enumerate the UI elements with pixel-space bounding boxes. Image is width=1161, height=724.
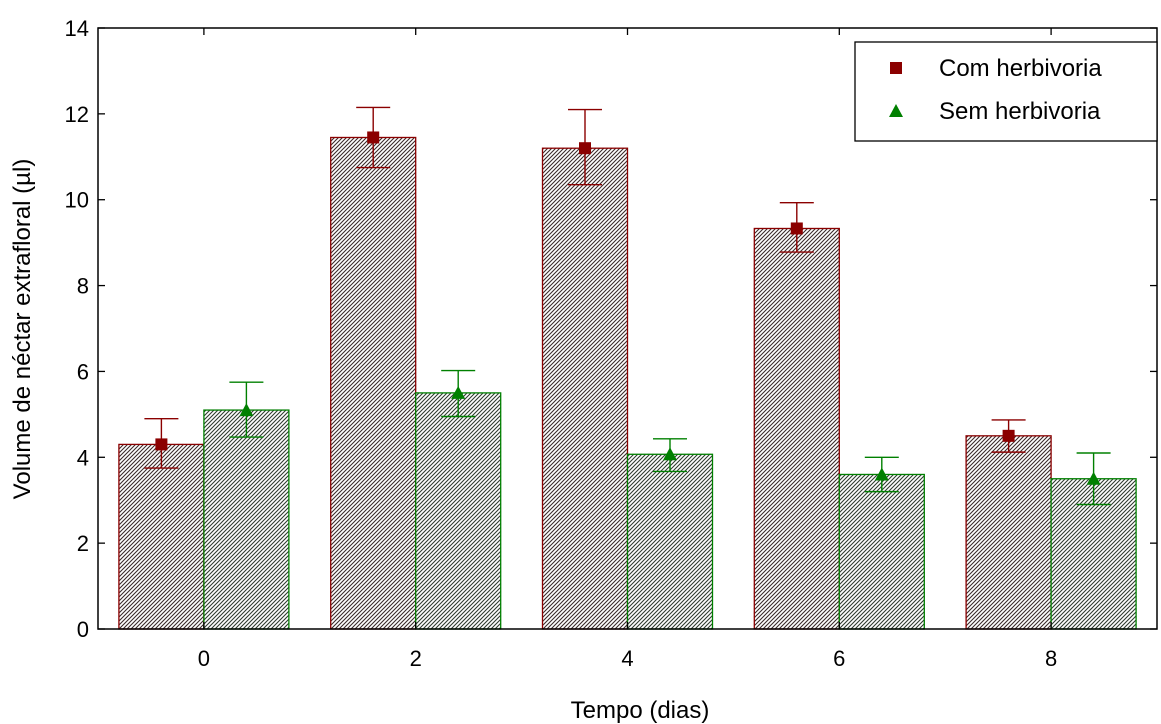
- x-tick-label-8: 8: [1045, 646, 1057, 671]
- y-tick-label-12: 12: [65, 102, 89, 127]
- x-axis-title: Tempo (dias): [571, 697, 710, 724]
- y-tick-label-10: 10: [65, 188, 89, 213]
- legend-marker-1: [889, 104, 903, 117]
- bar-0-0: [118, 443, 205, 630]
- y-axis-title: Volume de néctar extrafloral (µl): [9, 159, 36, 500]
- x-tick-label-2: 2: [410, 646, 422, 671]
- legend-label-0: Com herbivoria: [939, 55, 1102, 82]
- bar-1-2: [415, 392, 502, 630]
- x-tick-label-6: 6: [833, 646, 845, 671]
- point-0-0: [155, 438, 168, 451]
- y-tick-label-14: 14: [65, 16, 89, 41]
- x-tick-label-4: 4: [621, 646, 633, 671]
- y-tick-label-6: 6: [77, 359, 89, 384]
- x-tick-label-0: 0: [198, 646, 210, 671]
- bar-0-4: [541, 147, 629, 630]
- bar-0-8: [965, 435, 1052, 630]
- axes-layer: 0 2 4 6 8 10 12 14 0 2 4 6 8: [65, 16, 1158, 671]
- y-tick-label-2: 2: [77, 531, 89, 556]
- bars-layer: [118, 136, 1137, 630]
- bar-1-0: [203, 409, 290, 630]
- bar-1-6: [838, 473, 925, 630]
- point-1-8: [1086, 471, 1101, 485]
- y-tick-label-8: 8: [77, 274, 89, 299]
- point-1-0: [239, 403, 254, 417]
- legend-marker-0: [890, 62, 902, 74]
- bar-1-4: [626, 453, 714, 630]
- markers-layer: [155, 131, 1101, 485]
- bar-0-6: [753, 227, 840, 630]
- legend-label-1: Sem herbivoria: [939, 98, 1101, 125]
- point-1-2: [451, 385, 466, 399]
- point-1-6: [874, 467, 889, 481]
- y-tick-label-0: 0: [77, 617, 89, 642]
- legend: Com herbivoria Sem herbivoria: [854, 41, 1158, 142]
- point-0-6: [790, 222, 803, 235]
- legend-box: [854, 41, 1158, 142]
- y-tick-label-4: 4: [77, 445, 89, 470]
- bar-0-2: [330, 136, 417, 630]
- point-1-4: [663, 447, 677, 461]
- point-0-4: [579, 142, 591, 155]
- point-0-8: [1002, 429, 1015, 442]
- point-0-2: [367, 131, 380, 144]
